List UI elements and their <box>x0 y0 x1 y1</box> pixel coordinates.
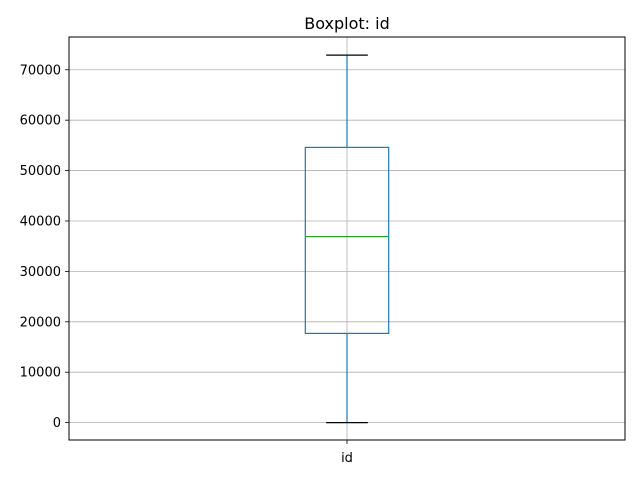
grid-layer <box>69 37 625 440</box>
x-tick-label: id <box>341 451 353 466</box>
plot-layer <box>304 54 390 424</box>
y-tick-label: 50000 <box>20 164 61 179</box>
y-tick-label: 20000 <box>20 315 61 330</box>
iqr-box <box>304 146 390 334</box>
axis-layer: 0 10000 20000 30000 40000 50000 60000 70000 id <box>20 63 353 466</box>
y-tick-label: 60000 <box>20 114 61 129</box>
y-tick-label: 30000 <box>20 265 61 280</box>
y-tick-label: 10000 <box>20 366 61 381</box>
chart-title: Boxplot: id <box>304 14 389 33</box>
y-tick-label: 70000 <box>20 63 61 78</box>
y-tick-label: 40000 <box>20 214 61 229</box>
y-tick-label: 0 <box>53 416 61 431</box>
